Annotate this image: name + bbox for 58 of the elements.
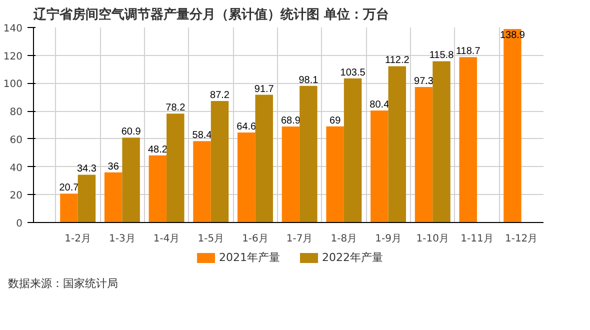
- data-label: 64.6: [236, 122, 257, 133]
- bar: [388, 66, 406, 222]
- x-tick-label: 1-7月: [286, 234, 313, 244]
- bar: [238, 132, 256, 222]
- y-tick-label: 100: [3, 79, 23, 90]
- bar: [210, 101, 229, 222]
- bar: [122, 138, 140, 222]
- data-label: 69: [330, 115, 342, 126]
- bar: [300, 86, 318, 222]
- data-label: 103.5: [340, 67, 366, 78]
- x-tick-label: 1-3月: [109, 234, 136, 244]
- x-tick-label: 1-12月: [504, 234, 538, 244]
- x-tick-label: 1-8月: [330, 234, 358, 244]
- bar: [255, 94, 273, 222]
- x-tick-label: 1-6月: [242, 234, 268, 244]
- data-label: 118.7: [456, 46, 481, 58]
- source-note: 数据来源：国家统计局: [8, 276, 118, 292]
- data-label: 80.4: [370, 100, 390, 111]
- bar: [459, 57, 477, 222]
- x-tick-label: 1-9月: [375, 234, 402, 244]
- bar: [148, 155, 167, 222]
- y-tick-label: 60: [10, 134, 23, 146]
- x-tick-label: 1-11月: [460, 234, 494, 244]
- data-label: 98.1: [298, 74, 319, 86]
- bar: [282, 126, 300, 222]
- bar: [370, 110, 388, 222]
- bar: [166, 114, 184, 222]
- y-tick-label: 20: [10, 190, 23, 202]
- x-tick-label: 1-5月: [198, 234, 224, 244]
- data-label: 36: [108, 161, 120, 172]
- y-tick-label: 80: [10, 107, 23, 118]
- y-tick-label: 0: [16, 218, 23, 230]
- bar: [60, 194, 78, 222]
- bar: [78, 174, 96, 222]
- bar: [193, 141, 211, 222]
- data-label: 20.7: [59, 182, 80, 194]
- x-tick-label: 1-10月: [416, 234, 449, 244]
- data-label: 34.3: [76, 164, 97, 175]
- bar: [104, 172, 122, 222]
- data-label: 78.2: [166, 102, 186, 114]
- data-label: 112.2: [385, 55, 410, 66]
- bar: [414, 86, 433, 222]
- bar: [326, 126, 344, 222]
- chart-title: 辽宁省房间空气调节器产量分月（累计值）统计图 单位：万台: [32, 6, 390, 22]
- data-label: 60.9: [121, 126, 142, 138]
- y-tick-label: 140: [3, 24, 23, 34]
- data-label: 87.2: [210, 90, 230, 102]
- legend-label: 2021年产量: [219, 251, 280, 264]
- x-tick-label: 1-2月: [64, 234, 92, 244]
- bar: [432, 61, 450, 222]
- y-tick-label: 120: [3, 51, 23, 62]
- legend-label: 2022年产量: [322, 251, 383, 264]
- bar: [344, 78, 362, 222]
- y-tick-label: 40: [10, 162, 23, 174]
- data-label: 58.4: [192, 130, 212, 142]
- x-tick-label: 1-4月: [153, 234, 180, 244]
- data-label: 115.8: [429, 50, 454, 62]
- data-label: 91.7: [254, 84, 274, 95]
